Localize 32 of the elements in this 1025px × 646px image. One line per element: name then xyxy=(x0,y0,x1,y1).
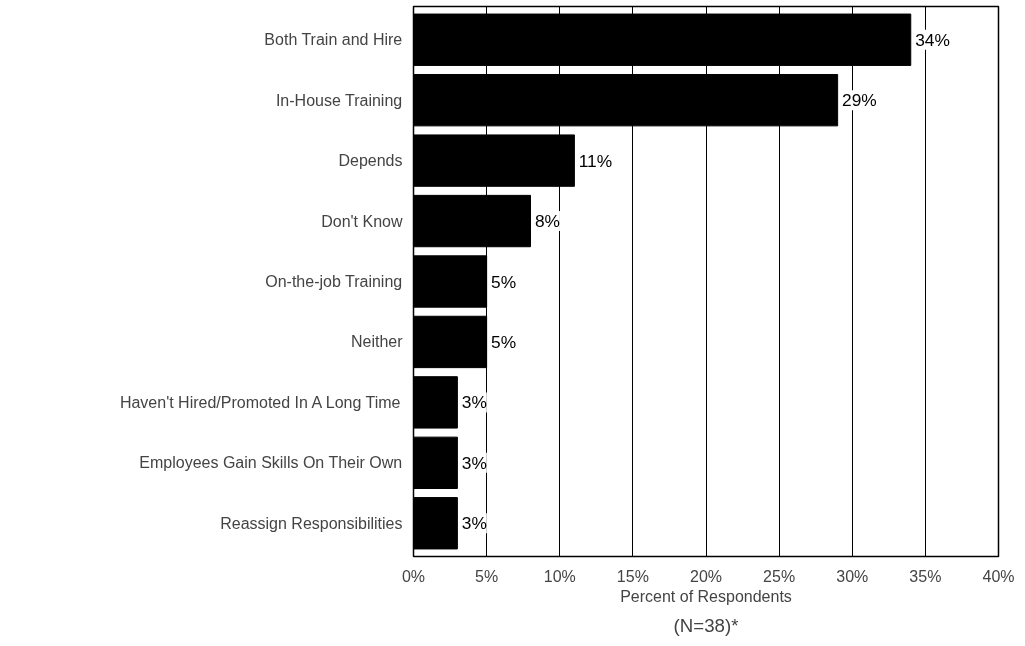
y-tick-label: Neither xyxy=(350,333,404,351)
data-label: 3% xyxy=(461,452,487,473)
data-label: 11% xyxy=(578,150,613,171)
data-label: 3% xyxy=(461,513,487,534)
x-tick-label: 5% xyxy=(475,567,499,585)
data-label: 5% xyxy=(491,331,517,352)
x-tick-label: 40% xyxy=(982,567,1015,585)
x-tick-label: 25% xyxy=(763,567,796,585)
data-label: 34% xyxy=(915,29,950,50)
y-tick-label: In-House Training xyxy=(275,91,403,109)
x-tick-label: 20% xyxy=(689,567,723,585)
y-tick-label: Employees Gain Skills On Their Own xyxy=(139,454,403,472)
x-tick-label: 30% xyxy=(836,567,869,585)
bar xyxy=(413,376,458,429)
bar xyxy=(413,497,458,550)
y-tick-label: On-the-job Training xyxy=(265,273,403,290)
data-label: 3% xyxy=(461,392,487,413)
bar xyxy=(413,436,458,490)
y-tick-label: Depends xyxy=(338,152,403,170)
data-label: 29% xyxy=(842,90,877,111)
x-tick-label: 10% xyxy=(543,567,576,585)
x-axis-title: Percent of Respondents xyxy=(620,587,792,605)
y-tick-label: Don't Know xyxy=(321,212,403,230)
x-tick-label: 35% xyxy=(909,567,942,585)
y-tick-label: Haven't Hired/Promoted In A Long Time xyxy=(119,393,401,411)
text: (N=38)* xyxy=(673,614,739,636)
data-label: 8% xyxy=(534,211,560,232)
y-tick-label: Both Train and Hire xyxy=(264,31,403,49)
y-tick-label: Reassign Responsibilities xyxy=(220,514,403,532)
x-tick-label: 0% xyxy=(401,567,426,585)
data-label: 5% xyxy=(491,271,517,292)
x-tick-label: 15% xyxy=(616,567,649,585)
